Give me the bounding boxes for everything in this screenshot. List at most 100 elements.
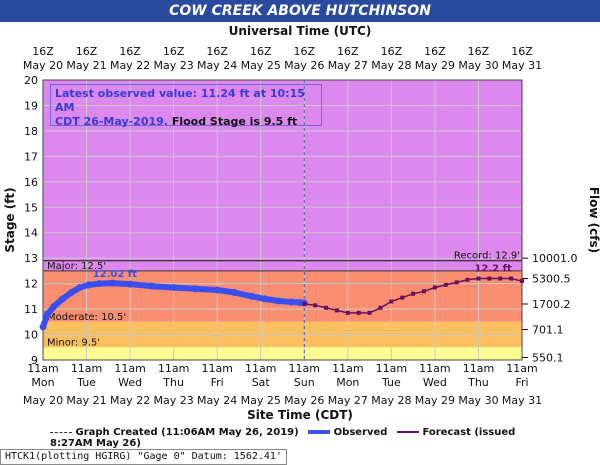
bottom-day-label: Mon	[336, 376, 359, 389]
plot-frame	[42, 79, 523, 361]
forecast-legend-icon	[396, 431, 419, 433]
y-tick-label: 14	[24, 227, 38, 240]
observed-point	[85, 281, 93, 289]
forecast-point	[443, 282, 448, 287]
top-hour-label: 16Z	[337, 45, 359, 58]
forecast-point	[378, 305, 383, 310]
top-hour-label: 16Z	[424, 45, 446, 58]
chart-title: COW CREEK ABOVE HUTCHINSON	[0, 0, 600, 22]
forecast-point	[454, 280, 459, 285]
y-tick-label: 10	[24, 329, 38, 342]
y-tick-label: 11	[24, 303, 38, 316]
bottom-axis-title: Site Time (CDT)	[247, 408, 353, 422]
bottom-day-label: Fri	[211, 376, 224, 389]
observed-point	[287, 298, 295, 306]
bottom-day-label: Tue	[76, 376, 96, 389]
observed-peak-label: 12.02 ft	[93, 269, 137, 280]
observed-point	[261, 295, 269, 303]
bottom-date-label: May 25	[241, 394, 281, 407]
observed-point	[148, 282, 156, 290]
observed-point	[274, 297, 282, 305]
bottom-day-label: Fri	[515, 376, 528, 389]
forecast-point	[367, 310, 372, 315]
top-date-label: May 26	[284, 59, 324, 72]
observed-point	[59, 295, 67, 303]
bottom-day-label: Tue	[381, 376, 401, 389]
observed-point	[39, 323, 47, 331]
threshold-label: Moderate: 10.5'	[47, 312, 126, 323]
y-tick-label: 12	[24, 278, 38, 291]
bottom-day-label: Sat	[252, 376, 271, 389]
left-axis-title: Stage (ft)	[3, 187, 17, 252]
bottom-hour-label: 11am	[27, 362, 58, 375]
major-band	[43, 80, 522, 271]
forecast-point	[422, 289, 427, 294]
threshold-label: Minor: 9.5'	[47, 337, 100, 348]
forecast-point	[400, 295, 405, 300]
forecast-point	[509, 276, 514, 281]
y-tick-label: 16	[24, 176, 38, 189]
bottom-hour-label: 11am	[114, 362, 145, 375]
bottom-hour-label: 11am	[332, 362, 363, 375]
observed-point	[109, 279, 117, 287]
forecast-point	[432, 285, 437, 290]
observed-legend-label: Observed	[333, 427, 388, 438]
bottom-hour-label: 11am	[158, 362, 189, 375]
forecast-point	[389, 299, 394, 304]
flow-tick-label: 701.1	[532, 323, 564, 336]
y-tick-label: 20	[24, 74, 38, 87]
bottom-hour-label: 11am	[463, 362, 494, 375]
forecast-point	[302, 302, 307, 306]
top-date-label: May 22	[110, 59, 150, 72]
top-date-label: May 24	[197, 59, 237, 72]
bottom-date-label: May 27	[328, 394, 368, 407]
observed-point	[191, 285, 199, 293]
observed-point	[67, 289, 75, 297]
bottom-day-label: Wed	[118, 376, 142, 389]
top-date-label: May 31	[502, 59, 542, 72]
top-date-label: May 28	[371, 59, 411, 72]
bottom-hour-label: 11am	[289, 362, 320, 375]
datum-footer: HTCK1(plotting HGIRG) "Gage 0" Datum: 15…	[0, 449, 287, 465]
record-label: Record: 12.9'	[454, 251, 520, 262]
y-tick-label: 19	[24, 99, 38, 112]
top-hour-label: 16Z	[163, 45, 185, 58]
forecast-point	[356, 310, 361, 315]
note-date: CDT 26-May-2019.	[55, 115, 168, 128]
observed-point	[126, 280, 134, 288]
top-hour-label: 16Z	[511, 45, 533, 58]
forecast-point	[345, 310, 350, 315]
bottom-hour-label: 11am	[419, 362, 450, 375]
y-tick-label: 9	[31, 354, 38, 367]
observed-point	[76, 283, 84, 291]
top-hour-label: 16Z	[468, 45, 490, 58]
top-date-label: May 23	[154, 59, 194, 72]
y-tick-label: 17	[24, 150, 38, 163]
observed-point	[43, 310, 51, 318]
y-tick-label: 18	[24, 125, 38, 138]
top-axis-title: Universal Time (UTC)	[229, 24, 372, 38]
top-date-label: May 20	[23, 59, 63, 72]
legend: Graph Created (11:06AM May 26, 2019) Obs…	[50, 427, 550, 449]
forecast-point	[313, 303, 318, 308]
graph-created-legend-label: Graph Created (11:06AM May 26, 2019)	[75, 427, 299, 438]
bottom-hour-label: 11am	[506, 362, 537, 375]
bottom-hour-label: 11am	[201, 362, 232, 375]
flow-tick-label: 5300.5	[532, 273, 571, 286]
action-band	[43, 347, 522, 360]
forecast-point	[498, 276, 503, 281]
flow-tick-label: 550.1	[532, 351, 564, 364]
observed-point	[213, 286, 221, 294]
observed-point	[170, 283, 178, 291]
right-axis-title: Flow (cfs)	[587, 187, 600, 253]
bottom-hour-label: 11am	[71, 362, 102, 375]
top-hour-label: 16Z	[293, 45, 315, 58]
bottom-date-label: May 28	[371, 394, 411, 407]
bottom-date-label: May 30	[458, 394, 498, 407]
bottom-hour-label: 11am	[245, 362, 276, 375]
bottom-day-label: Thu	[162, 376, 184, 389]
bottom-date-label: May 22	[110, 394, 150, 407]
top-date-label: May 25	[241, 59, 281, 72]
observed-point	[231, 289, 239, 297]
top-hour-label: 16Z	[206, 45, 228, 58]
